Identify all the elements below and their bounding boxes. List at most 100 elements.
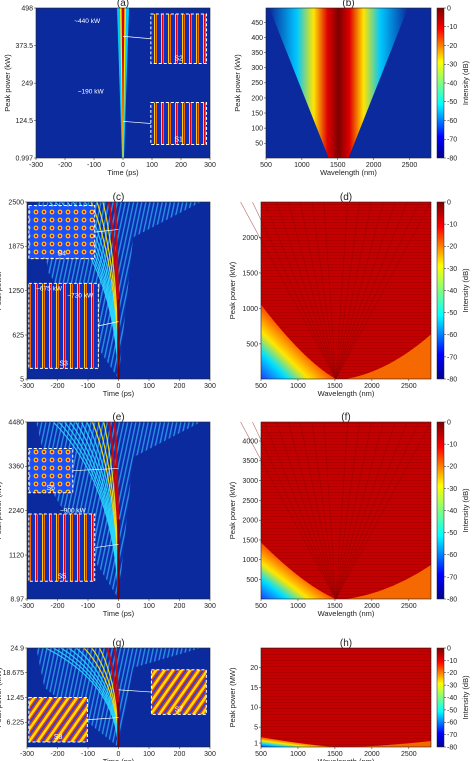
- chart-c-inset-pointer: [98, 321, 119, 327]
- chart-f-spectral-line: [264, 421, 337, 600]
- chart-d-colorbar-tick-label: -70: [447, 354, 457, 361]
- chart-d-x-axis-label: Wavelength (nm): [318, 389, 375, 398]
- chart-c-y-tick-label: 1875: [8, 244, 24, 251]
- chart-f-x-tick-label: 1000: [290, 603, 306, 610]
- chart-d-spectral-line: [299, 201, 337, 380]
- chart-g-panel: S8 S7 (g) -300 -200 -100 0 100 200 300 Time (ps) 6.…: [0, 638, 216, 761]
- chart-c-x-tick-label: 300: [204, 383, 216, 390]
- chart-d-panel: (d) 500 1000 1500 2000 2500 Wavelength (nm) 500…: [228, 192, 470, 398]
- chart-b-x-tick-label: 2500: [402, 162, 418, 169]
- chart-g-x-tick-label: -200: [50, 751, 64, 758]
- chart-h-colorbar-tick-label: -70: [447, 732, 457, 739]
- chart-h-colorbar-tick-label: -60: [447, 720, 457, 727]
- chart-d-frame: [260, 201, 432, 380]
- chart-c-x-tick-label: -200: [50, 383, 64, 390]
- chart-e-inset-pointer: [94, 543, 119, 549]
- chart-b-panel-label: (b): [342, 0, 354, 9]
- chart-f-colorbar-tick-label: -60: [447, 552, 457, 559]
- chart-b-colorbar-tick-label: -70: [447, 137, 457, 144]
- chart-d-panel-label: (d): [340, 192, 352, 203]
- chart-e-soliton-trace: [52, 421, 120, 600]
- chart-f-y-axis-label: Peak power (kW): [228, 481, 237, 539]
- chart-e-x-tick-label: 200: [174, 603, 186, 610]
- chart-h-colorbar-tick-label: -80: [447, 744, 457, 751]
- chart-d-colorbar: [436, 201, 445, 380]
- chart-d-spectral-line: [287, 201, 337, 380]
- chart-b-colorbar-tick-label: -80: [447, 155, 457, 162]
- chart-b-y-tick-label: 100: [251, 126, 263, 133]
- chart-f-colorbar-tick-label: 0: [447, 419, 451, 426]
- chart-c-annotation: ~720 kW: [67, 293, 94, 300]
- chart-c-inset-1: [28, 205, 96, 260]
- chart-f-y-tick-label: 4000: [242, 438, 258, 445]
- chart-d-spectral-line: [276, 201, 337, 380]
- chart-d-spectral-line: [335, 201, 384, 380]
- chart-h-y-tick-label: 15: [250, 685, 258, 692]
- chart-f-spectral-line: [335, 421, 396, 600]
- chart-f-colorbar-tick-label: -10: [447, 442, 457, 449]
- chart-f-spectral-line: [335, 421, 372, 600]
- chart-b-colorbar-tick-label: -20: [447, 43, 457, 50]
- chart-a-trace-core: [121, 8, 125, 158]
- chart-c-x-tick-label: 200: [174, 383, 186, 390]
- chart-a-panel-label: (a): [117, 0, 129, 9]
- chart-d-spectral-line: [335, 201, 348, 380]
- chart-c-y-tick-label: 1250: [8, 288, 24, 295]
- chart-e-inset-label: S5: [57, 573, 66, 580]
- chart-c-y-axis-label: Peak power: [0, 270, 3, 310]
- chart-c-x-tick-label: 0: [117, 383, 121, 390]
- chart-g-x-tick-label: 300: [204, 751, 216, 758]
- chart-h-x-tick-label: 2000: [364, 751, 380, 758]
- chart-b-x-tick-label: 1000: [294, 162, 310, 169]
- chart-e-y-tick-label: 3360: [8, 464, 24, 471]
- chart-g-inset-1: [28, 697, 88, 743]
- chart-g-panel-label: (g): [112, 638, 124, 649]
- chart-d-spectral-line: [252, 201, 337, 380]
- chart-f-panel: (f) 500 1000 1500 2000 2500 Wavelength (nm) 500…: [228, 412, 470, 618]
- chart-c-panel: S4 S3 ~675 kW ~720 kW (c) -300 -200 -100 0 100 200…: [0, 192, 216, 398]
- chart-h-x-tick-label: 1000: [290, 751, 306, 758]
- chart-d-spectral-line: [335, 201, 360, 380]
- chart-h-x-tick-label: 2500: [401, 751, 417, 758]
- chart-e-x-axis-label: Time (ps): [103, 609, 135, 618]
- chart-b-colorbar: [436, 7, 445, 159]
- chart-f-spectral-line: [287, 421, 337, 600]
- chart-d-colorbar-tick-label: -20: [447, 244, 457, 251]
- chart-d-spectral-line: [335, 201, 432, 380]
- chart-d-y-tick-label: 2000: [242, 235, 258, 242]
- chart-f-y-tick-label: 1000: [242, 557, 258, 564]
- chart-a-y-tick-label: 249: [21, 81, 33, 88]
- chart-f-y-tick-label: 1500: [242, 537, 258, 544]
- chart-h-frame: [260, 647, 432, 748]
- chart-d-spectral-line: [311, 201, 337, 380]
- chart-d-x-tick-label: 1500: [327, 383, 343, 390]
- chart-b-y-tick-label: 150: [251, 110, 263, 117]
- chart-c-panel-label: (c): [113, 192, 125, 203]
- chart-d-long-wave-edge: [346, 334, 431, 379]
- chart-h-x-axis-label: Wavelength (nm): [318, 757, 375, 761]
- chart-f-spectral-line: [335, 421, 384, 600]
- chart-g-y-tick-label: 12.45: [6, 695, 24, 702]
- chart-c-inset-2: [28, 282, 99, 369]
- chart-d-y-tick-label: 500: [246, 341, 258, 348]
- chart-b-x-tick-label: 500: [260, 162, 272, 169]
- chart-b-y-tick-label: 450: [251, 20, 263, 27]
- chart-f-y-tick-label: 3000: [242, 478, 258, 485]
- chart-f-y-tick-label: 500: [246, 577, 258, 584]
- chart-f-colorbar-tick-label: -20: [447, 464, 457, 471]
- chart-b-x-tick-label: 1500: [330, 162, 346, 169]
- chart-g-y-tick-label: 24.9: [10, 645, 24, 652]
- chart-d-spectral-line: [335, 201, 420, 380]
- chart-e-panel-label: (e): [112, 412, 124, 423]
- chart-h-colorbar: [436, 647, 445, 748]
- chart-h-colorbar-tick-label: -40: [447, 695, 457, 702]
- chart-b-colorbar-tick-label: -30: [447, 62, 457, 69]
- chart-f-y-tick-label: 2000: [242, 518, 258, 525]
- chart-a-annotation: ~190 kW: [78, 89, 105, 96]
- chart-f-spectral-line: [240, 421, 337, 600]
- chart-d-y-tick-label: 1000: [242, 306, 258, 313]
- chart-c-inset-label: S3: [59, 360, 68, 367]
